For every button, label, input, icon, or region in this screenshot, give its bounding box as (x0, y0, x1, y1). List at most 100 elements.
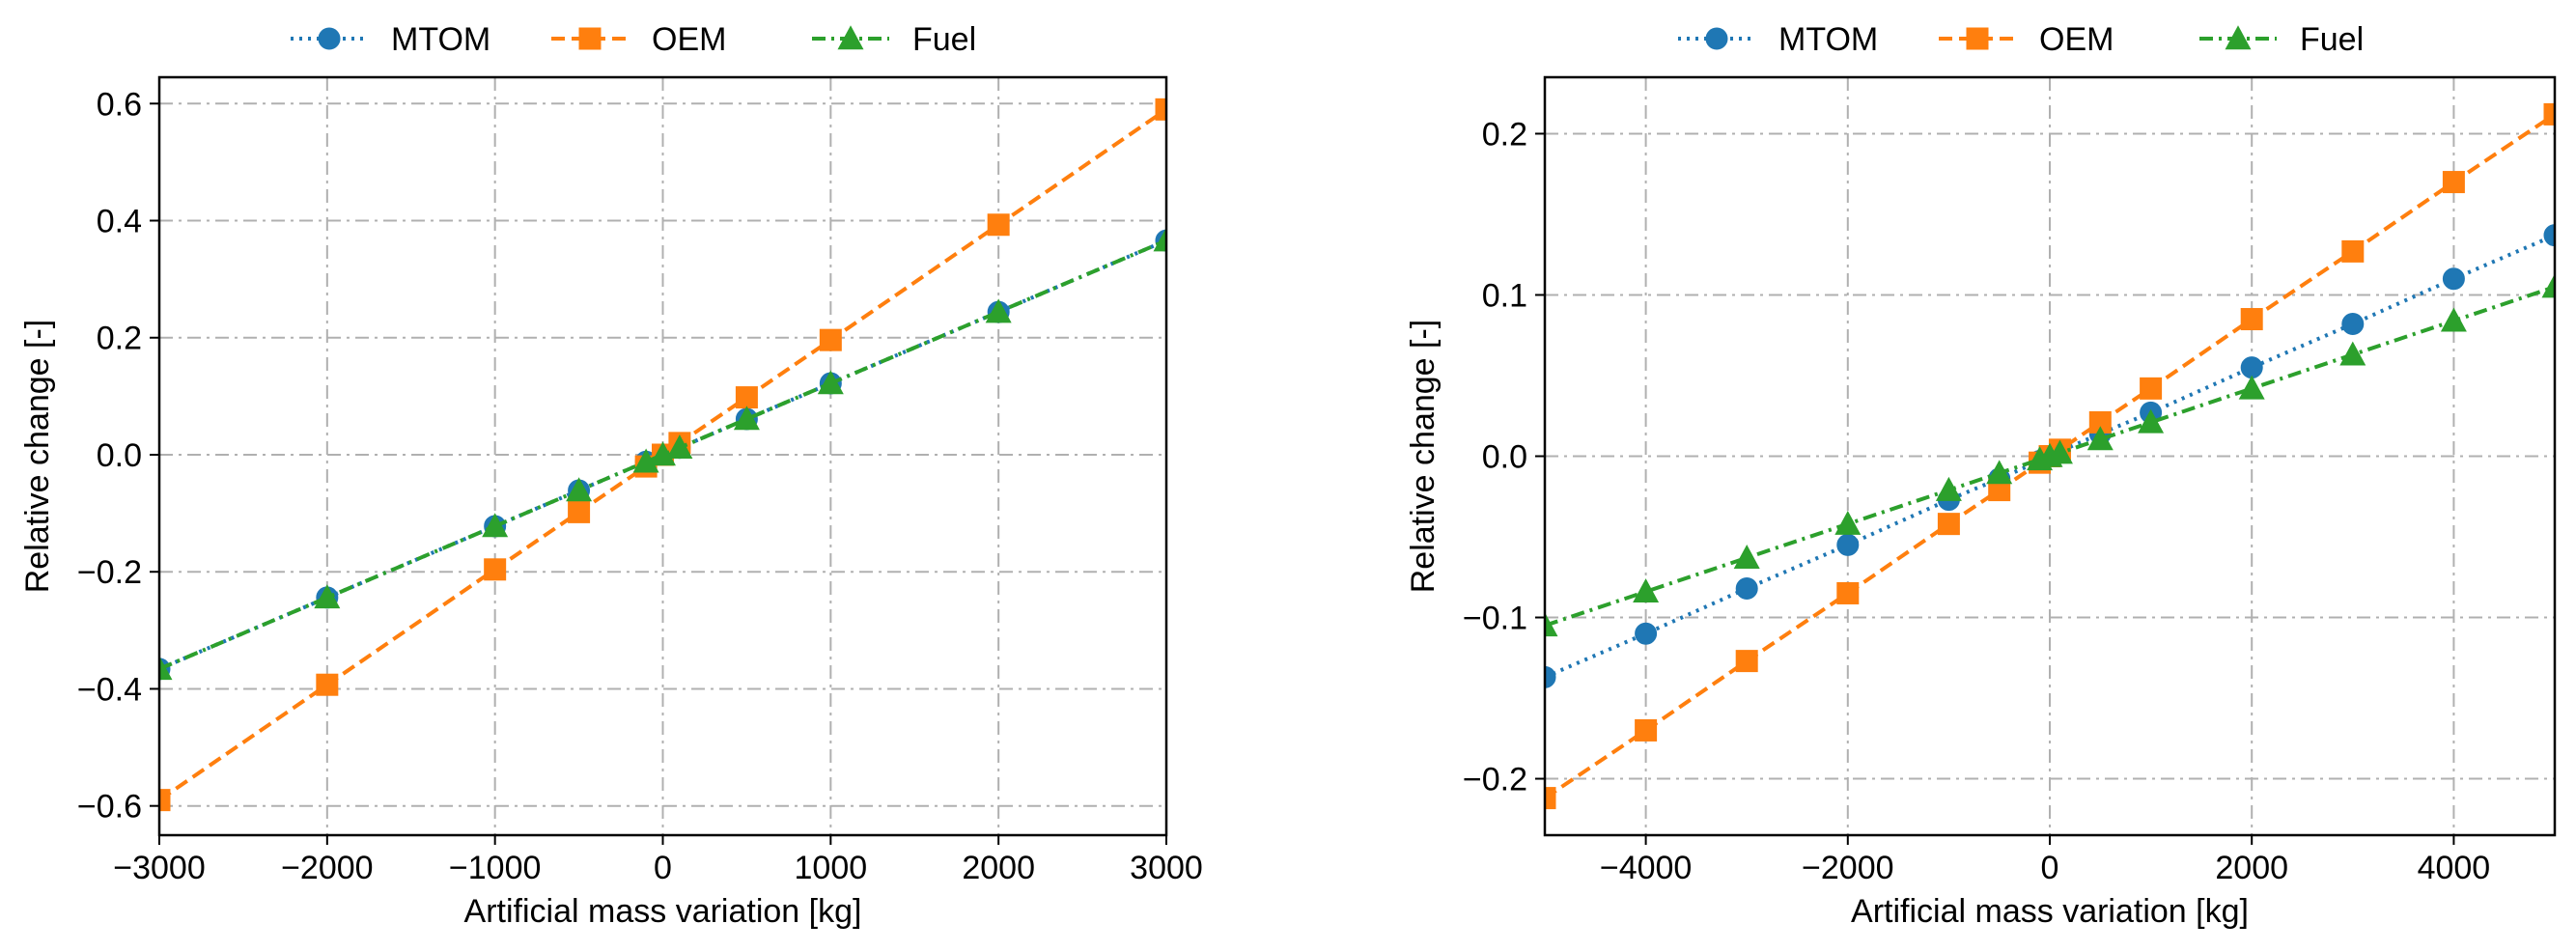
x-tick-label: 3000 (1130, 850, 1203, 886)
data-point-oem (2341, 239, 2365, 263)
data-point-oem (2240, 308, 2263, 331)
y-tick-label: −0.4 (77, 671, 142, 708)
data-point-mtom (2341, 313, 2365, 336)
data-point-oem (1836, 581, 1860, 604)
data-point-oem (819, 328, 842, 351)
legend: MTOM OEM Fuel (291, 21, 976, 58)
legend-item-mtom: MTOM (291, 21, 490, 58)
x-tick-label: −3000 (113, 850, 206, 886)
y-axis-label: Relative change [-] (19, 320, 56, 594)
data-point-oem (2442, 171, 2465, 194)
legend-label-fuel: Fuel (912, 21, 976, 58)
data-point-mtom (1735, 576, 1758, 600)
ticks: −4000 −2000 0 2000 4000 −0.2 −0.1 0.0 0.1 0.2 (1463, 116, 2490, 886)
x-tick-label: 4000 (2418, 850, 2491, 886)
data-point-fuel (632, 448, 659, 473)
legend-label-oem: OEM (2039, 21, 2114, 58)
x-tick-label: 2000 (2215, 850, 2288, 886)
data-point-fuel (2138, 408, 2165, 434)
chart-1: −3000 −2000 −1000 0 1000 2000 3000 −0.6 −0.4 −0.2… (19, 21, 1203, 930)
x-tick-label: −1000 (449, 850, 542, 886)
series-fuel (159, 227, 1166, 681)
x-tick-label: −4000 (1600, 850, 1693, 886)
chart-2: −4000 −2000 0 2000 4000 −0.2 −0.1 0.0 0.1 0.2 Arti… (1405, 21, 2557, 930)
legend-label-fuel: Fuel (2300, 21, 2364, 58)
legend-label-mtom: MTOM (391, 21, 490, 58)
y-axis-label: Relative change [-] (1405, 320, 1442, 594)
legend-item-fuel: Fuel (2199, 21, 2364, 58)
data-point-fuel (566, 477, 593, 502)
data-point-fuel (482, 513, 509, 538)
ticks: −3000 −2000 −1000 0 1000 2000 3000 −0.6 −0.4 −0.2… (77, 86, 1203, 886)
legend-item-fuel: Fuel (812, 21, 976, 58)
x-tick-label: 0 (2041, 850, 2059, 886)
legend-item-mtom: MTOM (1678, 21, 1878, 58)
legend-marker-fuel (837, 25, 864, 50)
legend-marker-mtom (1705, 27, 1728, 50)
series-line-mtom (1545, 233, 2555, 680)
legend-label-mtom: MTOM (1778, 21, 1878, 58)
data-point-oem (316, 673, 339, 696)
x-tick-label: 2000 (962, 850, 1035, 886)
data-point-fuel (1545, 612, 1558, 637)
data-point-fuel (314, 584, 341, 609)
data-point-fuel (2541, 273, 2555, 298)
y-tick-label: −0.2 (1463, 762, 1527, 798)
x-tick-label: −2000 (281, 850, 374, 886)
y-tick-label: −0.2 (77, 554, 142, 591)
data-point-mtom (1836, 533, 1860, 556)
data-point-mtom (2240, 356, 2263, 379)
y-tick-label: 0.4 (97, 204, 142, 240)
data-point-mtom (1635, 622, 1658, 645)
y-tick-label: 0.2 (97, 321, 142, 357)
legend-item-oem: OEM (551, 21, 726, 58)
y-tick-label: −0.1 (1463, 601, 1527, 637)
data-point-oem (735, 386, 758, 409)
data-point-fuel (2339, 341, 2366, 366)
grid (1545, 77, 2555, 835)
legend-marker-fuel (2225, 25, 2252, 50)
data-point-fuel (1986, 460, 2013, 485)
legend-marker-mtom (318, 27, 341, 50)
y-tick-label: −0.6 (77, 789, 142, 826)
x-tick-label: 0 (654, 850, 672, 886)
data-point-oem (1937, 513, 1960, 536)
data-point-fuel (666, 434, 693, 459)
data-point-oem (1545, 787, 1556, 810)
data-point-fuel (817, 370, 844, 395)
legend-item-oem: OEM (1939, 21, 2114, 58)
data-point-fuel (2238, 375, 2265, 400)
data-point-fuel (1633, 578, 1660, 603)
x-axis-label: Artificial mass variation [kg] (1851, 893, 2249, 930)
data-point-fuel (1153, 227, 1166, 252)
data-point-fuel (2086, 426, 2114, 451)
data-point-fuel (650, 441, 676, 466)
legend-marker-oem (1966, 27, 1989, 50)
data-point-oem (568, 500, 591, 523)
series-line-fuel (159, 238, 1166, 671)
y-tick-label: 0.0 (97, 437, 142, 474)
data-point-mtom (2543, 224, 2555, 247)
legend-marker-oem (578, 27, 602, 50)
data-point-oem (484, 558, 507, 581)
data-point-fuel (159, 656, 173, 681)
y-tick-label: 0.0 (1482, 439, 1527, 476)
data-point-fuel (1733, 545, 1760, 569)
data-point-oem (1735, 650, 1758, 673)
data-point-oem (159, 789, 171, 812)
data-point-fuel (2440, 307, 2467, 332)
y-tick-label: 0.6 (97, 86, 142, 123)
data-point-fuel (1834, 510, 1862, 535)
legend-label-oem: OEM (652, 21, 726, 58)
x-tick-label: 1000 (795, 850, 868, 886)
data-point-oem (987, 213, 1010, 237)
x-axis-label: Artificial mass variation [kg] (464, 893, 862, 930)
data-point-oem (2543, 102, 2555, 126)
data-point-fuel (2046, 439, 2073, 464)
y-tick-label: 0.2 (1482, 116, 1527, 153)
data-point-mtom (1545, 665, 1556, 688)
series-fuel (1545, 273, 2555, 637)
data-point-fuel (1935, 476, 1962, 501)
series-group (159, 98, 1166, 812)
